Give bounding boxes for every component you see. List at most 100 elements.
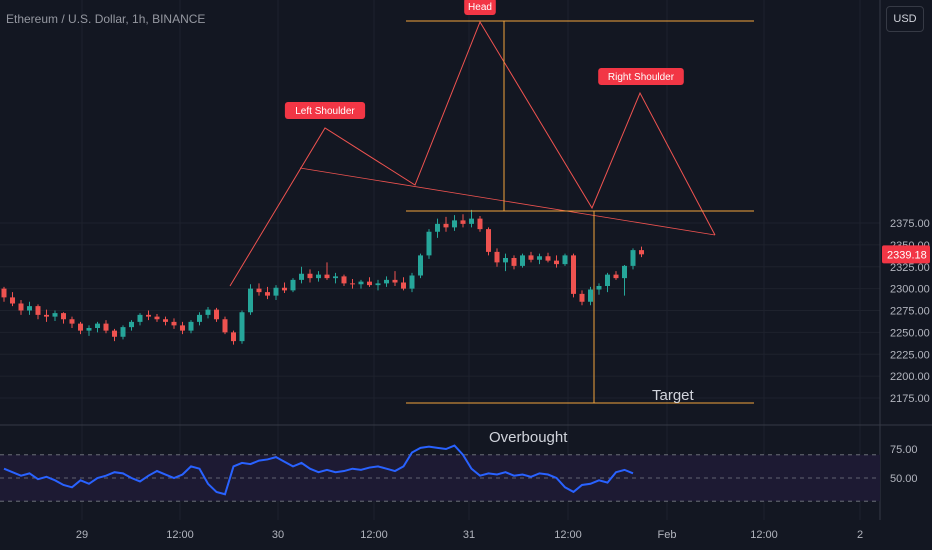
candle [596, 286, 602, 290]
candle [358, 281, 364, 285]
candle [409, 275, 415, 289]
candle [1, 288, 7, 298]
time-axis: 29 12:00 30 12:00 31 12:00 Feb 12:00 2 [76, 529, 863, 541]
candle [44, 314, 49, 317]
candle [95, 323, 100, 328]
candle [248, 288, 253, 313]
candle [171, 321, 177, 326]
target-label: Target [652, 387, 695, 404]
currency-button[interactable]: USD [886, 6, 924, 32]
pattern-zigzag [229, 20, 716, 287]
time-tick-label: 31 [463, 529, 475, 541]
candle [188, 321, 194, 331]
candle [460, 220, 466, 224]
head-label: Head [468, 2, 492, 13]
candle [630, 250, 636, 266]
candle [511, 258, 517, 266]
candle [613, 274, 619, 279]
candle [129, 321, 134, 328]
candle [35, 306, 41, 315]
candle [10, 297, 15, 304]
candle [112, 330, 117, 337]
price-tick-label: 2250.00 [890, 327, 930, 339]
candle [384, 279, 389, 284]
time-tick-label: 2 [857, 529, 863, 541]
candle [545, 256, 551, 261]
candle [307, 273, 313, 279]
left-shoulder-badge [284, 102, 366, 119]
candle [299, 273, 304, 280]
candle [137, 314, 143, 322]
price-tick-label: 2375.00 [890, 218, 930, 230]
rsi-tick-label: 50.00 [890, 473, 918, 485]
candle [528, 255, 534, 260]
candle [350, 283, 355, 285]
head-shoulders-pattern [229, 20, 754, 404]
candle [27, 306, 32, 311]
right-shoulder-label: Right Shoulder [608, 72, 675, 83]
left-shoulder-label: Left Shoulder [295, 106, 355, 117]
candle [418, 255, 423, 276]
candle [197, 314, 202, 322]
candle [146, 314, 151, 317]
candle [239, 312, 245, 342]
candlestick-series [1, 209, 644, 345]
candle [265, 292, 270, 296]
candle [290, 279, 296, 291]
last-price-label: 2339.18 [887, 249, 927, 261]
candle [52, 313, 58, 317]
candle [579, 293, 585, 302]
candle [537, 256, 542, 260]
candle [214, 309, 219, 320]
candle [494, 251, 500, 263]
rsi-tick-label: 75.00 [890, 444, 918, 456]
candle [222, 319, 228, 333]
candle [554, 260, 559, 265]
price-axis: 2175.00 2200.00 2225.00 2250.00 2275.00 2300.… [882, 218, 930, 405]
candle [469, 218, 474, 224]
candle [69, 319, 75, 324]
time-tick-label: 29 [76, 529, 88, 541]
candle [426, 231, 432, 256]
candle [103, 323, 109, 331]
time-tick-label: 12:00 [554, 529, 582, 541]
candle [571, 255, 576, 294]
candle [282, 287, 287, 291]
candle [205, 309, 211, 315]
candle [78, 323, 83, 331]
price-tick-label: 2325.00 [890, 262, 930, 274]
candle [520, 255, 525, 266]
time-tick-label: Feb [658, 529, 677, 541]
candle [486, 229, 491, 252]
time-tick-label: 12:00 [166, 529, 194, 541]
time-tick-label: 12:00 [360, 529, 388, 541]
candle [503, 258, 508, 263]
price-tick-label: 2200.00 [890, 371, 930, 383]
price-tick-label: 2300.00 [890, 284, 930, 296]
price-tick-label: 2225.00 [890, 349, 930, 361]
candle [588, 289, 593, 302]
time-tick-label: 30 [272, 529, 284, 541]
last-price-badge [882, 245, 930, 264]
price-tick-label: 2175.00 [890, 393, 930, 405]
candle [477, 218, 483, 230]
candle [375, 283, 381, 286]
rsi-line [3, 444, 634, 496]
head-badge [464, 0, 496, 15]
time-tick-label: 12:00 [750, 529, 778, 541]
neckline [299, 167, 716, 236]
candle [18, 303, 24, 311]
candle [86, 328, 92, 331]
candle [180, 325, 185, 331]
chart-grid [0, 0, 932, 520]
candle [273, 287, 279, 296]
candle [333, 276, 338, 279]
candle [231, 332, 236, 342]
chart-title: Ethereum / U.S. Dollar, 1h, BINANCE [6, 12, 206, 26]
right-shoulder-badge [598, 68, 684, 85]
candle [392, 279, 398, 283]
candle [163, 319, 168, 322]
overbought-label: Overbought [489, 429, 568, 446]
candle [154, 316, 160, 320]
